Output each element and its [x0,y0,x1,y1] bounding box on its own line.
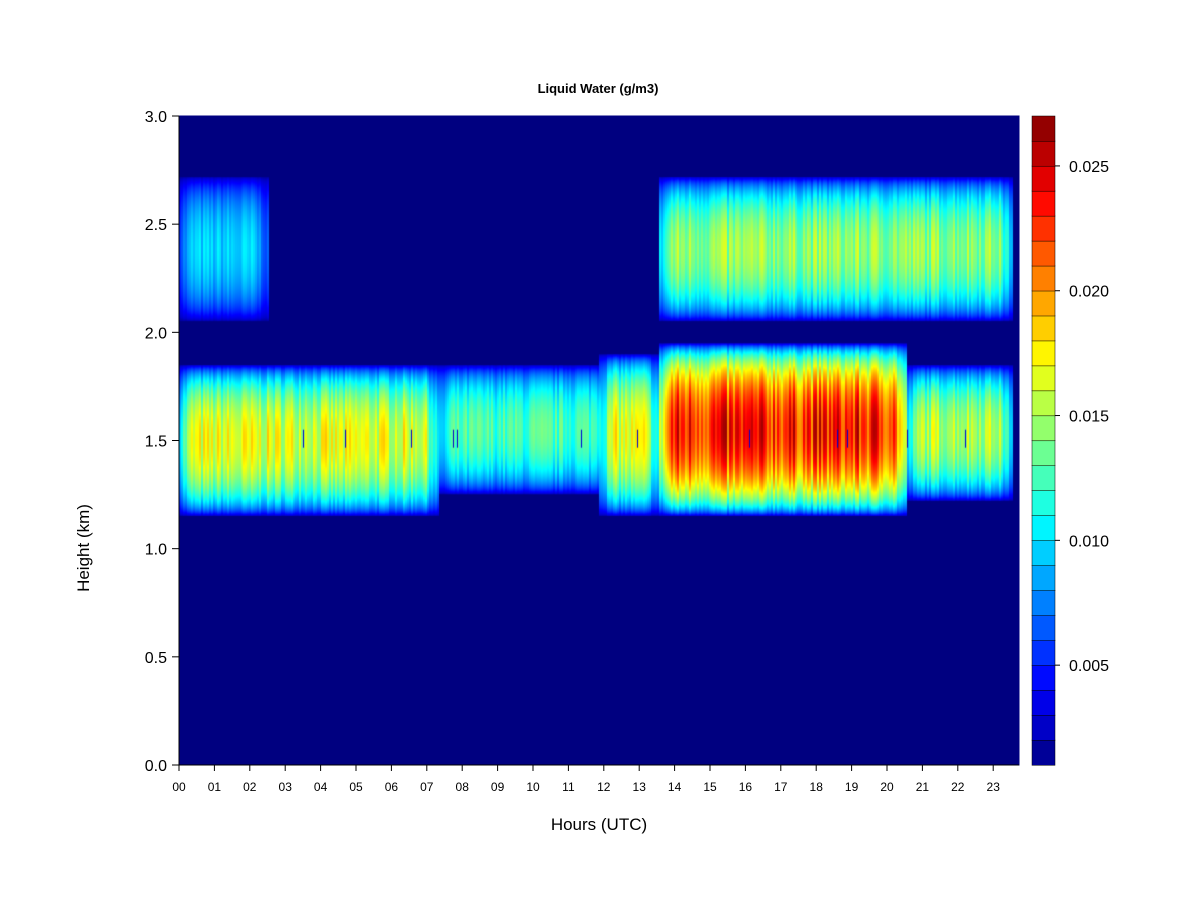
colorbar-level [1031,290,1056,317]
y-tick-label: 0.0 [145,758,167,775]
colorbar-tick-label: 0.020 [1069,284,1109,301]
y-axis: 0.0 0.5 1.0 1.5 2.0 2.5 3.0 [145,109,180,775]
y-tick-label: 2.0 [145,325,167,342]
x-tick-label: 17 [774,780,788,794]
colorbar-level [1031,440,1056,467]
x-tick-label: 15 [703,780,717,794]
y-tick-label: 3.0 [145,109,167,126]
colorbar-level [1031,165,1056,192]
colorbar-level [1031,315,1056,342]
x-tick-label: 13 [633,780,647,794]
y-axis-label: Height (km) [74,504,93,592]
x-tick-label: 11 [562,780,575,794]
heatmap-field [179,116,1019,765]
x-tick-label: 18 [810,780,824,794]
y-tick-label: 2.5 [145,217,167,234]
colorbar-level [1031,340,1056,367]
x-tick-label: 04 [314,780,328,794]
x-tick-label: 07 [420,780,434,794]
x-tick-label: 09 [491,780,505,794]
y-tick-label: 1.5 [145,434,167,451]
x-tick-label: 16 [739,780,753,794]
colorbar-level [1031,639,1056,666]
plot-area [179,116,1019,765]
colorbar-level [1031,490,1056,516]
x-tick-label: 21 [916,780,930,794]
x-tick-label: 00 [172,780,186,794]
x-tick-label: 05 [349,780,363,794]
colorbar-level [1031,215,1056,242]
colorbar-level [1031,590,1056,616]
colorbar-tick-label: 0.005 [1069,658,1109,675]
x-tick-label: 06 [385,780,399,794]
x-tick-label: 01 [208,780,222,794]
colorbar-level [1031,465,1056,491]
colorbar-tick-label: 0.025 [1069,159,1109,176]
colorbar-level [1031,415,1056,442]
x-axis: 00 01 02 03 04 05 06 07 08 09 10 11 12 13 14 15 16 17 18 19… [172,764,1019,794]
chart-title: Liquid Water (g/m3) [538,81,659,96]
x-tick-label: 20 [880,780,894,794]
colorbar-level [1031,714,1056,741]
colorbar-level [1031,265,1056,292]
y-tick-label: 0.5 [145,650,167,667]
colorbar-level [1031,390,1056,417]
colorbar-level [1031,614,1056,641]
colorbar-level [1031,565,1056,591]
x-tick-label: 23 [987,780,1001,794]
x-tick-label: 03 [279,780,293,794]
colorbar-tick-label: 0.015 [1069,409,1109,426]
colorbar-level [1031,140,1056,167]
x-tick-label: 10 [526,780,540,794]
colorbar-level [1031,190,1056,217]
x-tick-label: 14 [668,780,682,794]
colorbar-level [1031,115,1056,142]
x-tick-label: 19 [845,780,859,794]
colorbar: 0.005 0.010 0.015 0.020 0.025 [1031,115,1109,766]
x-tick-label: 12 [597,780,611,794]
y-tick-label: 1.0 [145,542,167,559]
x-axis-label: Hours (UTC) [551,815,647,834]
x-tick-label: 02 [243,780,257,794]
colorbar-level [1031,365,1056,392]
x-tick-label: 08 [456,780,470,794]
colorbar-level [1031,689,1056,716]
colorbar-level [1031,540,1056,566]
colorbar-level [1031,664,1056,691]
colorbar-tick-label: 0.010 [1069,533,1109,550]
x-tick-label: 22 [951,780,965,794]
colorbar-level [1031,240,1056,267]
colorbar-level [1031,515,1056,541]
colorbar-level [1031,739,1056,766]
